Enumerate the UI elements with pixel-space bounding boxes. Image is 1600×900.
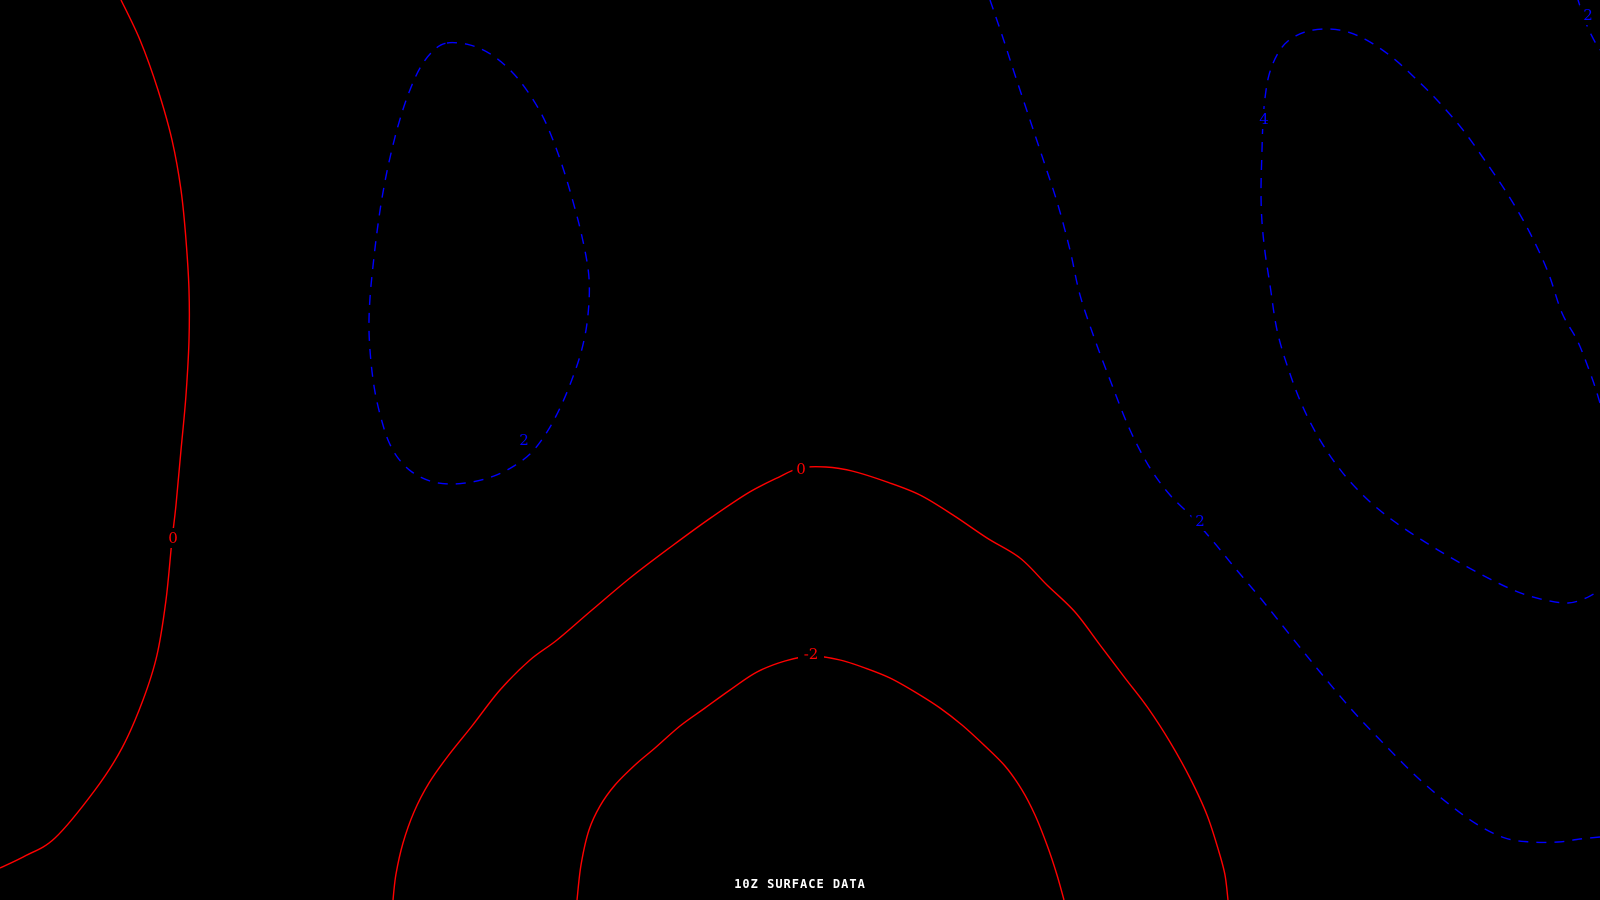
- contour-label-plus2-northwest-oval: 2: [519, 431, 529, 449]
- contour-label-plus2-east-diagonal: 2: [1195, 512, 1205, 530]
- contour-label-gap-zero-central-arc: [792, 459, 810, 479]
- contour-minus2-central-arc: [576, 655, 1065, 900]
- contour-plus2-northwest-oval: [368, 41, 591, 485]
- contour-label-minus2-central-arc: -2: [804, 645, 819, 663]
- contour-label-gap-zero-west: [164, 528, 182, 548]
- contour-label-gap-plus2-northeast-corner: [1579, 5, 1597, 25]
- contour-labels-layer: 0 0 -2 2 2 4 2: [164, 5, 1597, 664]
- contour-label-plus2-northeast-corner: 2: [1583, 6, 1593, 24]
- contour-label-zero-west: 0: [168, 529, 178, 547]
- contour-label-zero-central-arc: 0: [796, 460, 806, 478]
- contour-zero-west: [0, 0, 191, 869]
- contour-label-gap-plus4-northeast-ridge: [1255, 109, 1273, 129]
- contour-label-gap-plus2-northwest-oval: [515, 430, 533, 450]
- contour-label-plus4-northeast-ridge: 4: [1259, 110, 1269, 128]
- contour-zero-central-arc: [392, 465, 1229, 900]
- contour-plus2-east-diagonal: [989, 0, 1600, 844]
- contour-plus4-northeast-ridge: [1260, 28, 1600, 604]
- contour-label-gap-plus2-east-diagonal: [1191, 511, 1209, 531]
- contour-label-gap-minus2-central-arc: [798, 644, 824, 664]
- plot-title: 10Z SURFACE DATA: [734, 877, 866, 891]
